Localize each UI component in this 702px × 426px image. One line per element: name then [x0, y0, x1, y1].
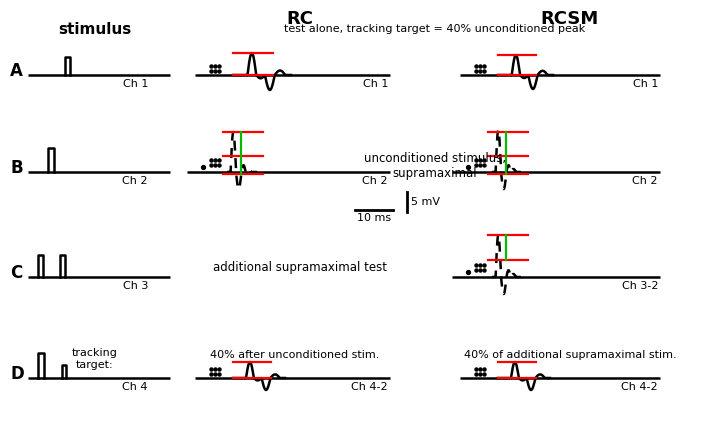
- Text: test alone, tracking target = 40% unconditioned peak: test alone, tracking target = 40% uncond…: [284, 24, 585, 34]
- Text: tracking
target:: tracking target:: [72, 348, 118, 370]
- Text: Ch 3: Ch 3: [123, 281, 148, 291]
- Text: 5 mV: 5 mV: [411, 197, 440, 207]
- Text: Ch 1: Ch 1: [123, 79, 148, 89]
- Text: 40% of additional supramaximal stim.: 40% of additional supramaximal stim.: [464, 350, 676, 360]
- Text: stimulus: stimulus: [58, 22, 132, 37]
- Text: 10 ms: 10 ms: [357, 213, 391, 223]
- Text: B: B: [10, 159, 22, 177]
- Text: D: D: [10, 365, 24, 383]
- Text: unconditioned stimulus,
supramaximal: unconditioned stimulus, supramaximal: [364, 152, 506, 180]
- Text: Ch 1: Ch 1: [363, 79, 388, 89]
- Text: Ch 2: Ch 2: [633, 176, 658, 186]
- Text: Ch 3-2: Ch 3-2: [621, 281, 658, 291]
- Text: Ch 1: Ch 1: [633, 79, 658, 89]
- Text: RCSM: RCSM: [541, 10, 599, 28]
- Text: Ch 4-2: Ch 4-2: [621, 382, 658, 392]
- Text: Ch 4-2: Ch 4-2: [352, 382, 388, 392]
- Text: Ch 4: Ch 4: [123, 382, 148, 392]
- Text: Ch 2: Ch 2: [362, 176, 388, 186]
- Text: C: C: [10, 264, 22, 282]
- Text: RC: RC: [286, 10, 314, 28]
- Text: additional supramaximal test: additional supramaximal test: [213, 261, 387, 273]
- Text: Ch 2: Ch 2: [123, 176, 148, 186]
- Text: 40% after unconditioned stim.: 40% after unconditioned stim.: [211, 350, 380, 360]
- Text: A: A: [10, 62, 23, 80]
